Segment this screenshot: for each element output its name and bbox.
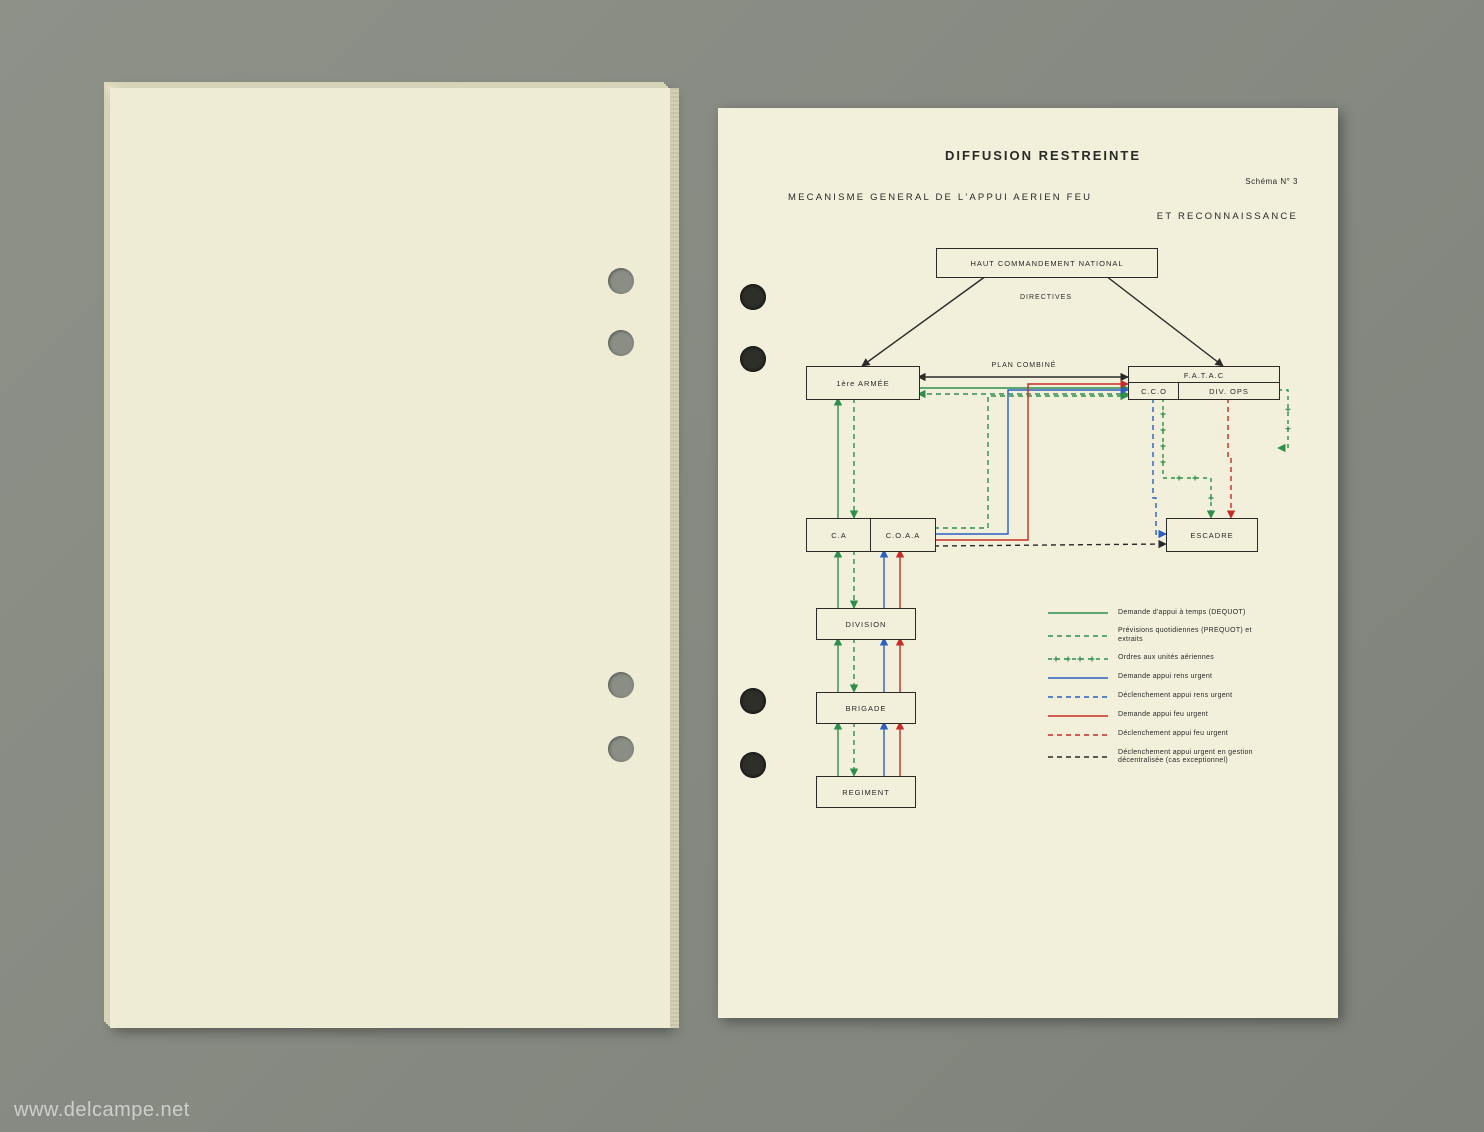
legend-item: Demande appui rens urgent: [1048, 673, 1278, 683]
legend-item: Ordres aux unités aériennes: [1048, 654, 1278, 664]
legend-label: Demande appui rens urgent: [1118, 673, 1212, 682]
diagram-title: MECANISME GENERAL DE L'APPUI AERIEN FEU …: [788, 192, 1298, 222]
node-directives: DIRECTIVES: [986, 288, 1106, 306]
binder-hole: [740, 752, 766, 778]
node-coaa: C.O.A.A: [870, 518, 936, 552]
classification-header: DIFFUSION RESTREINTE: [788, 148, 1298, 163]
legend-label: Prévisions quotidiennes (PREQUOT) et ext…: [1118, 627, 1278, 645]
legend-label: Déclenchement appui feu urgent: [1118, 730, 1228, 739]
legend-item: Déclenchement appui urgent en gestion dé…: [1048, 749, 1278, 767]
binder-hole: [608, 672, 634, 698]
binder-hole: [608, 268, 634, 294]
node-divops: DIV. OPS: [1178, 382, 1280, 400]
legend-item: Déclenchement appui feu urgent: [1048, 730, 1278, 740]
node-ca: C.A: [806, 518, 872, 552]
node-armee: 1ère ARMÉE: [806, 366, 920, 400]
node-cco: C.C.O: [1128, 382, 1180, 400]
title-line-2: ET RECONNAISSANCE: [788, 211, 1298, 222]
legend-item: Déclenchement appui rens urgent: [1048, 692, 1278, 702]
node-haut-cmd: HAUT COMMANDEMENT NATIONAL: [936, 248, 1158, 278]
legend-label: Demande appui feu urgent: [1118, 711, 1208, 720]
schema-number: Schéma N° 3: [788, 177, 1298, 186]
legend-item: Demande d'appui à temps (DEQUOT): [1048, 608, 1278, 618]
binder-hole: [740, 284, 766, 310]
node-division: DIVISION: [816, 608, 916, 640]
legend-label: Demande d'appui à temps (DEQUOT): [1118, 609, 1246, 618]
node-brigade: BRIGADE: [816, 692, 916, 724]
title-line-1: MECANISME GENERAL DE L'APPUI AERIEN FEU: [788, 192, 1298, 203]
legend-item: Prévisions quotidiennes (PREQUOT) et ext…: [1048, 627, 1278, 645]
node-plan: PLAN COMBINÉ: [954, 358, 1094, 372]
binder-hole: [608, 736, 634, 762]
legend: Demande d'appui à temps (DEQUOT) Prévisio…: [1048, 608, 1278, 775]
page-stack: [110, 88, 670, 1028]
node-escadre: ESCADRE: [1166, 518, 1258, 552]
watermark-text: www.delcampe.net: [14, 1099, 190, 1122]
legend-label: Déclenchement appui rens urgent: [1118, 692, 1232, 701]
flowchart: HAUT COMMANDEMENT NATIONAL DIRECTIVES 1ère…: [788, 248, 1298, 808]
binder-hole: [740, 688, 766, 714]
binder-hole: [740, 346, 766, 372]
legend-label: Déclenchement appui urgent en gestion dé…: [1118, 749, 1278, 767]
scene: DIFFUSION RESTREINTE Schéma N° 3 MECANIS…: [0, 0, 1484, 1132]
document-page: DIFFUSION RESTREINTE Schéma N° 3 MECANIS…: [718, 108, 1338, 1018]
document-content: DIFFUSION RESTREINTE Schéma N° 3 MECANIS…: [788, 148, 1298, 978]
binder-hole: [608, 330, 634, 356]
node-regiment: REGIMENT: [816, 776, 916, 808]
legend-label: Ordres aux unités aériennes: [1118, 654, 1214, 663]
legend-item: Demande appui feu urgent: [1048, 711, 1278, 721]
